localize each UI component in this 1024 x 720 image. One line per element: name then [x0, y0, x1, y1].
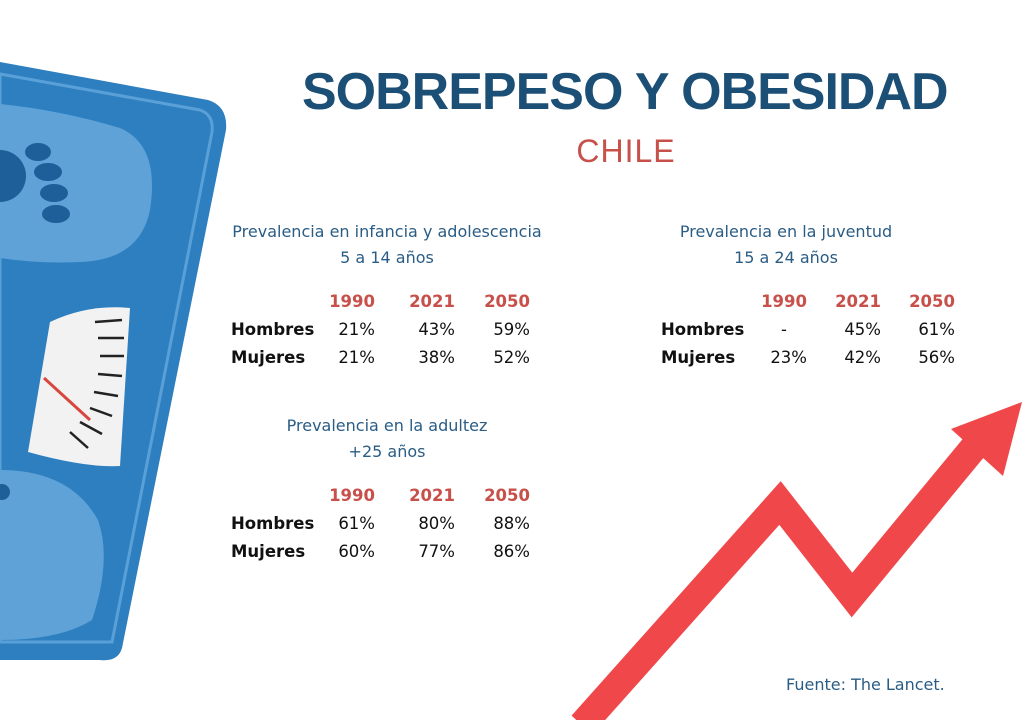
scale-toe-dot — [34, 163, 62, 181]
value-cell: 59% — [493, 319, 530, 339]
year-header: 1990 — [329, 485, 375, 505]
year-header: 2050 — [484, 291, 530, 311]
value-cell: 77% — [418, 541, 455, 561]
table-row: Mujeres 21% 38% 52% — [231, 343, 530, 371]
value-cell: 42% — [844, 347, 881, 367]
scale-heel-dot — [0, 150, 26, 202]
value-cell: 56% — [918, 347, 955, 367]
value-cell: 80% — [418, 513, 455, 533]
year-header: 1990 — [761, 291, 807, 311]
section-heading: Prevalencia en la adultez — [286, 416, 488, 435]
scale-dial-ticks — [69, 318, 124, 449]
value-cell: 86% — [493, 541, 530, 561]
value-cell: 61% — [338, 513, 375, 533]
scale-toe-dot — [40, 184, 68, 202]
scale-body-inner-border — [0, 72, 214, 644]
bathroom-scale-illustration — [0, 62, 227, 661]
prevalence-table: 1990 2021 2050 Hombres 61% 80% 88% Mujer… — [231, 481, 530, 565]
section-infancia: Prevalencia en infancia y adolescencia 5… — [231, 219, 543, 371]
arrow-shaft — [571, 431, 991, 720]
section-adultez: Prevalencia en la adultez +25 años 1990 … — [231, 413, 543, 565]
value-cell: 21% — [338, 319, 375, 339]
year-header: 2021 — [835, 291, 881, 311]
value-cell: 52% — [493, 347, 530, 367]
page-title: SOBREPESO Y OBESIDAD — [302, 63, 949, 121]
year-header-row: 1990 2021 2050 — [231, 481, 530, 509]
table-row: Hombres 21% 43% 59% — [231, 315, 530, 343]
value-cell: - — [781, 319, 787, 339]
year-header: 2050 — [909, 291, 955, 311]
value-cell: 61% — [918, 319, 955, 339]
scale-foot-pad-bottom — [0, 470, 104, 640]
year-header: 2021 — [409, 485, 455, 505]
scale-toe-dot — [25, 143, 51, 161]
section-heading: Prevalencia en infancia y adolescencia — [232, 222, 542, 241]
value-cell: 88% — [493, 513, 530, 533]
section-juventud: Prevalencia en la juventud 15 a 24 años … — [661, 219, 991, 371]
row-label: Hombres — [231, 513, 315, 533]
row-label: Mujeres — [661, 347, 736, 367]
row-label: Mujeres — [231, 541, 306, 561]
section-heading: Prevalencia en la juventud — [679, 222, 893, 241]
year-header: 1990 — [329, 291, 375, 311]
value-cell: 23% — [770, 347, 807, 367]
table-row: Mujeres 60% 77% 86% — [231, 537, 530, 565]
table-row: Hombres - 45% 61% — [661, 315, 955, 343]
table-row: Hombres 61% 80% 88% — [231, 509, 530, 537]
value-cell: 45% — [844, 319, 881, 339]
value-cell: 38% — [418, 347, 455, 367]
year-header-row: 1990 2021 2050 — [231, 287, 530, 315]
table-row: Mujeres 23% 42% 56% — [661, 343, 955, 371]
prevalence-table: 1990 2021 2050 Hombres 21% 43% 59% Mujer… — [231, 287, 530, 371]
section-age-range: 15 a 24 años — [734, 248, 838, 267]
scale-needle — [42, 376, 92, 422]
row-label: Hombres — [231, 319, 315, 339]
year-header: 2021 — [409, 291, 455, 311]
scale-toe-dot — [42, 205, 70, 223]
scale-dial — [28, 307, 130, 467]
value-cell: 21% — [338, 347, 375, 367]
page-subtitle: CHILE — [576, 133, 676, 169]
row-label: Hombres — [661, 319, 745, 339]
scale-heel-dot — [0, 484, 10, 500]
source-note: Fuente: The Lancet. — [786, 675, 945, 694]
arrow-head — [951, 402, 1022, 476]
year-header: 2050 — [484, 485, 530, 505]
section-age-range: 5 a 14 años — [340, 248, 434, 267]
row-label: Mujeres — [231, 347, 306, 367]
value-cell: 60% — [338, 541, 375, 561]
prevalence-table: 1990 2021 2050 Hombres - 45% 61% Mujeres… — [661, 287, 955, 371]
value-cell: 43% — [418, 319, 455, 339]
year-header-row: 1990 2021 2050 — [661, 287, 955, 315]
section-age-range: +25 años — [348, 442, 426, 461]
